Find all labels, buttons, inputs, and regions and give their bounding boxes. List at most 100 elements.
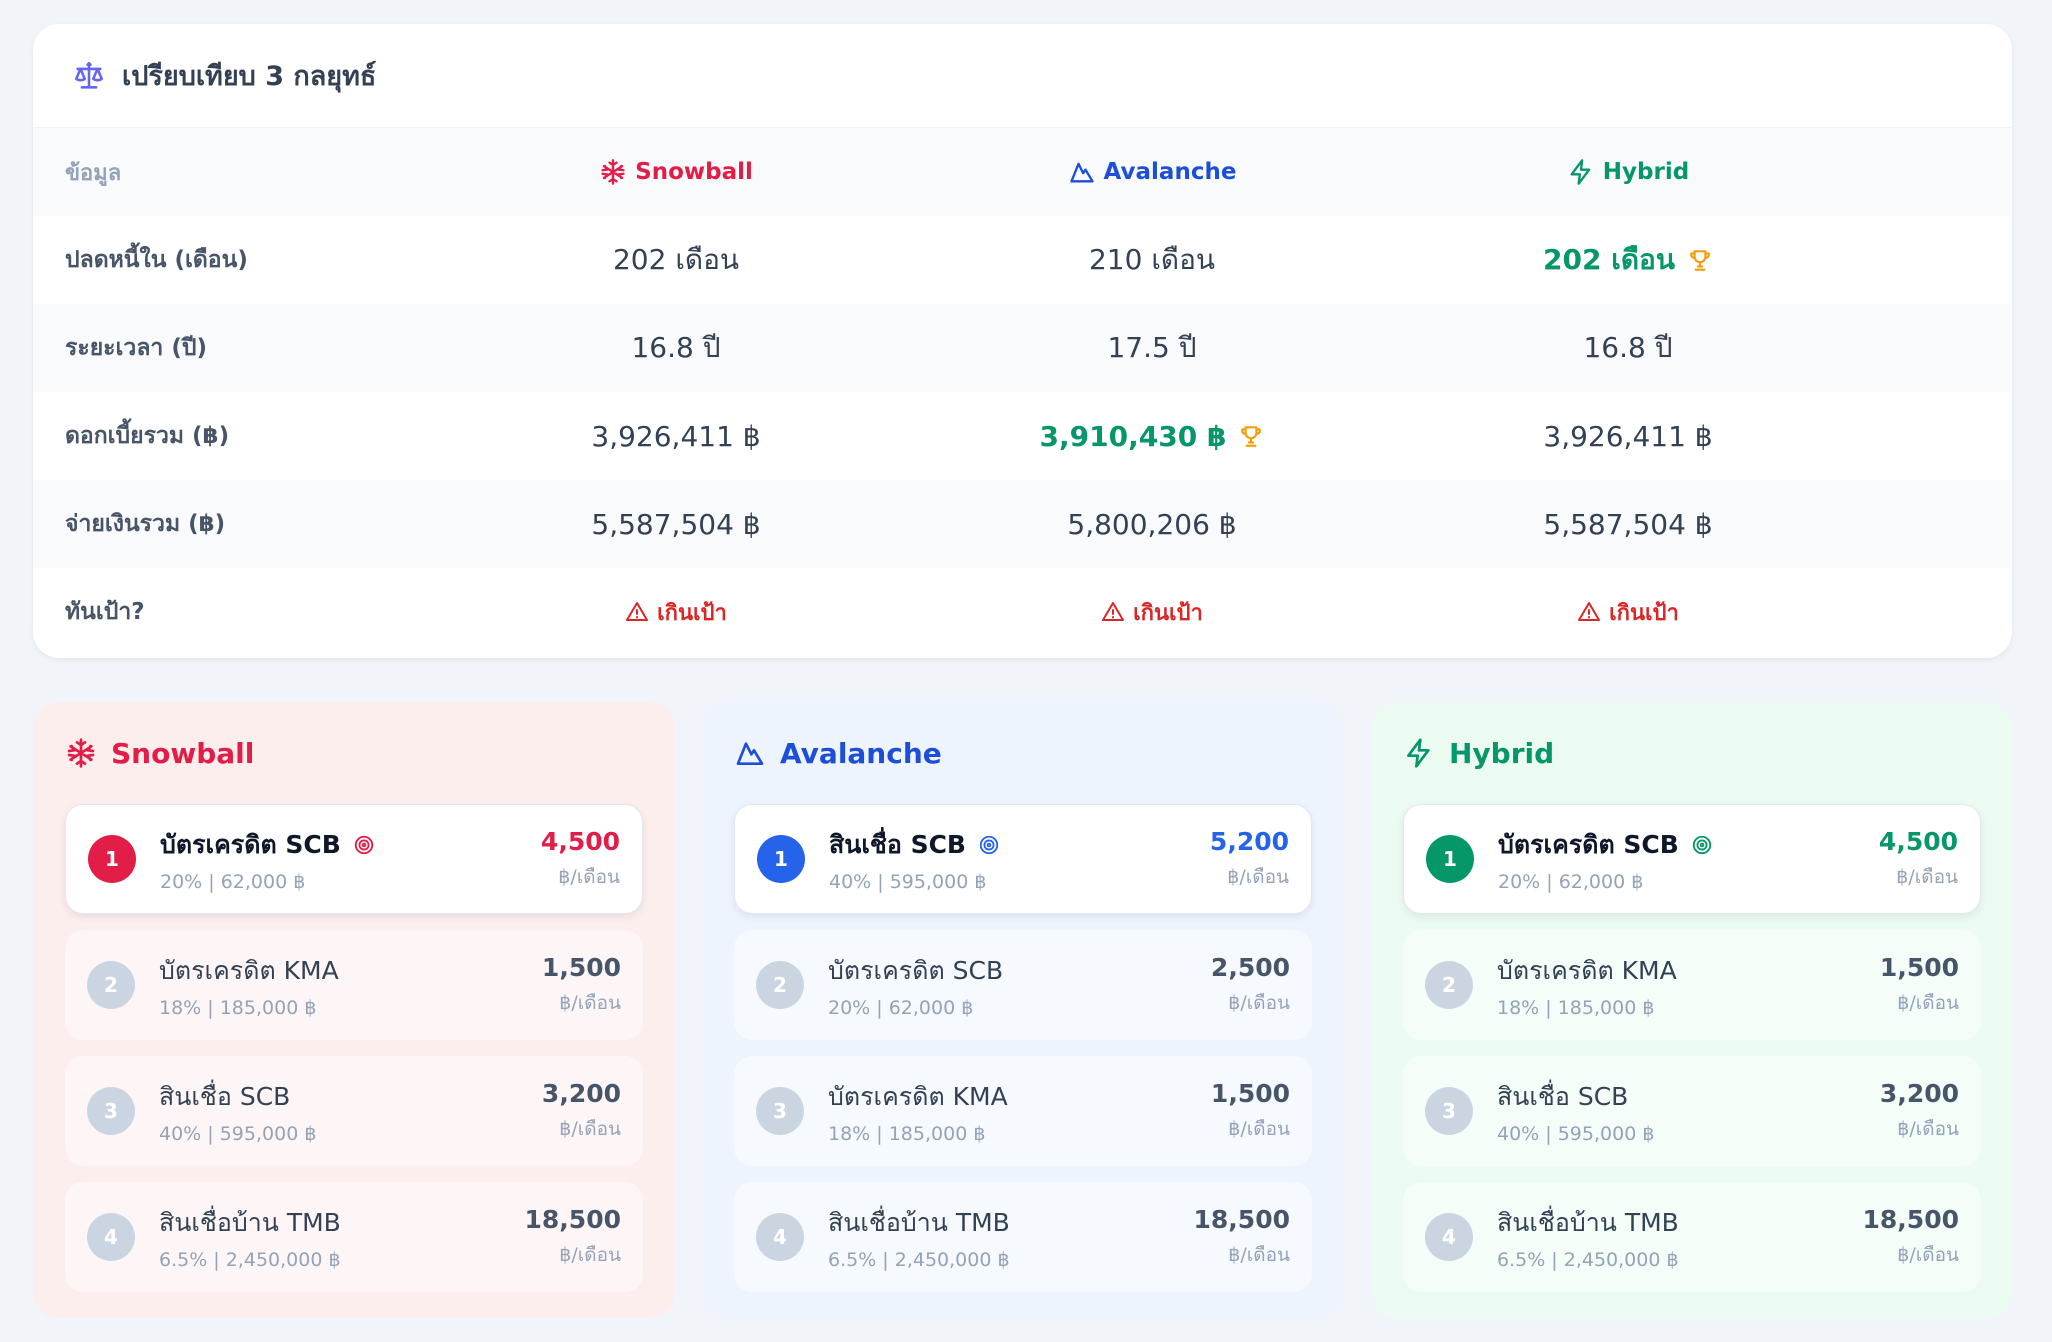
target-icon: [979, 835, 999, 855]
debt-meta: 40% | 595,000 ฿: [829, 871, 987, 893]
debt-meta: 18% | 185,000 ฿: [159, 997, 317, 1019]
total-snowball: 5,587,504 ฿: [591, 507, 761, 541]
payment-unit: ฿/เดือน: [1897, 1117, 1959, 1140]
payment-unit: ฿/เดือน: [1228, 1117, 1290, 1140]
rank-badge: 4: [87, 1213, 135, 1261]
header-snowball-label: Snowball: [635, 159, 753, 185]
header-label: ข้อมูล: [65, 160, 122, 186]
comparison-header: เปรียบเทียบ 3 กลยุทธ์: [33, 24, 2012, 128]
debt-payment: 1,500 ฿/เดือน: [1880, 953, 1959, 1018]
total-avalanche: 5,800,206 ฿: [1067, 507, 1237, 541]
interest-avalanche: 3,910,430 ฿: [914, 420, 1390, 453]
debt-name: บัตรเครดิต KMA: [828, 1082, 1008, 1111]
debt-item[interactable]: 1 บัตรเครดิต SCB 20% | 62,000 ฿ 4,500 ฿/…: [65, 804, 643, 914]
debt-info: บัตรเครดิต SCB 20% | 62,000 ฿: [1498, 825, 1879, 893]
debt-payment: 5,200 ฿/เดือน: [1210, 827, 1289, 892]
debt-item[interactable]: 2 บัตรเครดิต KMA 18% | 185,000 ฿ 1,500 ฿…: [1403, 930, 1981, 1040]
payment-unit: ฿/เดือน: [1896, 865, 1958, 888]
interest-hybrid: 3,926,411 ฿: [1543, 419, 1713, 453]
panel-title: Snowball: [65, 702, 643, 804]
rank-badge: 4: [1425, 1213, 1473, 1261]
trophy-icon: [1241, 426, 1262, 447]
months-snowball: 202 เดือน: [612, 243, 740, 276]
mountain-icon: [1069, 162, 1094, 183]
debt-item[interactable]: 4 สินเชื่อบ้าน TMB 6.5% | 2,450,000 ฿ 18…: [1403, 1182, 1981, 1292]
trophy-icon: [1690, 250, 1710, 271]
row-label: ทันเป้า?: [65, 599, 145, 625]
interest-avalanche-value: 3,910,430 ฿: [1039, 419, 1227, 453]
goal-snowball-label: เกินเป้า: [657, 600, 727, 626]
panel-title-label: Snowball: [111, 736, 255, 770]
debt-meta: 20% | 62,000 ฿: [160, 871, 306, 893]
mountain-icon: [736, 742, 764, 765]
debt-name-text: บัตรเครดิต SCB: [160, 830, 341, 859]
debt-info: สินเชื่อ SCB 40% | 595,000 ฿: [159, 1077, 542, 1145]
years-snowball: 16.8 ปี: [631, 331, 721, 364]
header-snowball: Snowball: [438, 158, 914, 186]
row-label: ดอกเบี้ยรวม (฿): [65, 423, 230, 449]
warning-icon: [626, 602, 649, 621]
debt-item[interactable]: 2 บัตรเครดิต KMA 18% | 185,000 ฿ 1,500 ฿…: [65, 930, 643, 1040]
debt-name: สินเชื่อ SCB: [829, 825, 1210, 865]
debt-item[interactable]: 3 สินเชื่อ SCB 40% | 595,000 ฿ 3,200 ฿/เ…: [1403, 1056, 1981, 1166]
debt-item[interactable]: 2 บัตรเครดิต SCB 20% | 62,000 ฿ 2,500 ฿/…: [734, 930, 1312, 1040]
warning-icon: [1102, 602, 1125, 621]
debt-name: บัตรเครดิต SCB: [828, 956, 1004, 985]
debt-info: บัตรเครดิต KMA 18% | 185,000 ฿: [828, 1077, 1211, 1145]
debt-name: บัตรเครดิต KMA: [159, 956, 339, 985]
row-label: ระยะเวลา (ปี): [65, 335, 207, 361]
payment-unit: ฿/เดือน: [1228, 991, 1290, 1014]
table-row: จ่ายเงินรวม (฿) 5,587,504 ฿ 5,800,206 ฿ …: [33, 480, 2012, 568]
debt-name: บัตรเครดิต SCB: [1498, 825, 1879, 865]
rank-badge: 1: [757, 835, 805, 883]
table-row: ปลดหนี้ใน (เดือน) 202 เดือน 210 เดือน 20…: [33, 216, 2012, 304]
debt-meta: 6.5% | 2,450,000 ฿: [1497, 1249, 1679, 1271]
debt-payment: 4,500 ฿/เดือน: [541, 827, 620, 892]
rank-badge: 2: [756, 961, 804, 1009]
debt-name: บัตรเครดิต SCB: [160, 825, 541, 865]
rank-badge: 4: [756, 1213, 804, 1261]
debt-item[interactable]: 1 บัตรเครดิต SCB 20% | 62,000 ฿ 4,500 ฿/…: [1403, 804, 1981, 914]
hybrid-panel: Hybrid 1 บัตรเครดิต SCB 20% | 62,000 ฿ 4…: [1371, 702, 2013, 1318]
header-hybrid-label: Hybrid: [1602, 159, 1690, 185]
debt-payment: 3,200 ฿/เดือน: [542, 1079, 621, 1144]
rank-badge: 3: [756, 1087, 804, 1135]
debt-info: สินเชื่อบ้าน TMB 6.5% | 2,450,000 ฿: [828, 1203, 1194, 1271]
payment-amount: 1,500: [1210, 1078, 1290, 1108]
target-icon: [354, 835, 373, 855]
debt-item[interactable]: 3 บัตรเครดิต KMA 18% | 185,000 ฿ 1,500 ฿…: [734, 1056, 1312, 1166]
payment-amount: 4,500: [540, 826, 620, 856]
debt-payment: 1,500 ฿/เดือน: [542, 953, 621, 1018]
debt-name: สินเชื่อ SCB: [1497, 1082, 1629, 1111]
debt-item[interactable]: 4 สินเชื่อบ้าน TMB 6.5% | 2,450,000 ฿ 18…: [65, 1182, 643, 1292]
snowflake-icon: [67, 738, 95, 768]
payment-unit: ฿/เดือน: [559, 1117, 621, 1140]
rank-badge: 2: [87, 961, 135, 1009]
target-icon: [1692, 835, 1711, 855]
table-row: ดอกเบี้ยรวม (฿) 3,926,411 ฿ 3,910,430 ฿ …: [33, 392, 2012, 480]
debt-item[interactable]: 3 สินเชื่อ SCB 40% | 595,000 ฿ 3,200 ฿/เ…: [65, 1056, 643, 1166]
payment-unit: ฿/เดือน: [1897, 991, 1959, 1014]
panel-title: Avalanche: [734, 702, 1312, 804]
debt-item[interactable]: 1 สินเชื่อ SCB 40% | 595,000 ฿ 5,200 ฿/เ…: [734, 804, 1312, 914]
zap-icon: [1407, 738, 1430, 768]
payment-amount: 18,500: [524, 1204, 621, 1234]
debt-name: สินเชื่อ SCB: [159, 1082, 291, 1111]
debt-meta: 18% | 185,000 ฿: [1497, 997, 1655, 1019]
debt-info: บัตรเครดิต SCB 20% | 62,000 ฿: [160, 825, 541, 893]
debt-info: สินเชื่อบ้าน TMB 6.5% | 2,450,000 ฿: [1497, 1203, 1863, 1271]
months-avalanche: 210 เดือน: [1088, 243, 1216, 276]
payment-unit: ฿/เดือน: [1228, 1243, 1290, 1266]
rank-badge: 2: [1425, 961, 1473, 1009]
debt-meta: 6.5% | 2,450,000 ฿: [159, 1249, 341, 1271]
debt-payment: 4,500 ฿/เดือน: [1879, 827, 1958, 892]
debt-item[interactable]: 4 สินเชื่อบ้าน TMB 6.5% | 2,450,000 ฿ 18…: [734, 1182, 1312, 1292]
debt-meta: 40% | 595,000 ฿: [159, 1123, 317, 1145]
debt-name: บัตรเครดิต KMA: [1497, 956, 1677, 985]
rank-badge: 3: [87, 1087, 135, 1135]
debt-payment: 18,500 ฿/เดือน: [1863, 1205, 1959, 1270]
months-hybrid: 202 เดือน: [1390, 238, 1866, 282]
debt-name: สินเชื่อบ้าน TMB: [828, 1208, 1010, 1237]
debt-info: สินเชื่อ SCB 40% | 595,000 ฿: [1497, 1077, 1880, 1145]
debt-meta: 40% | 595,000 ฿: [1497, 1123, 1655, 1145]
